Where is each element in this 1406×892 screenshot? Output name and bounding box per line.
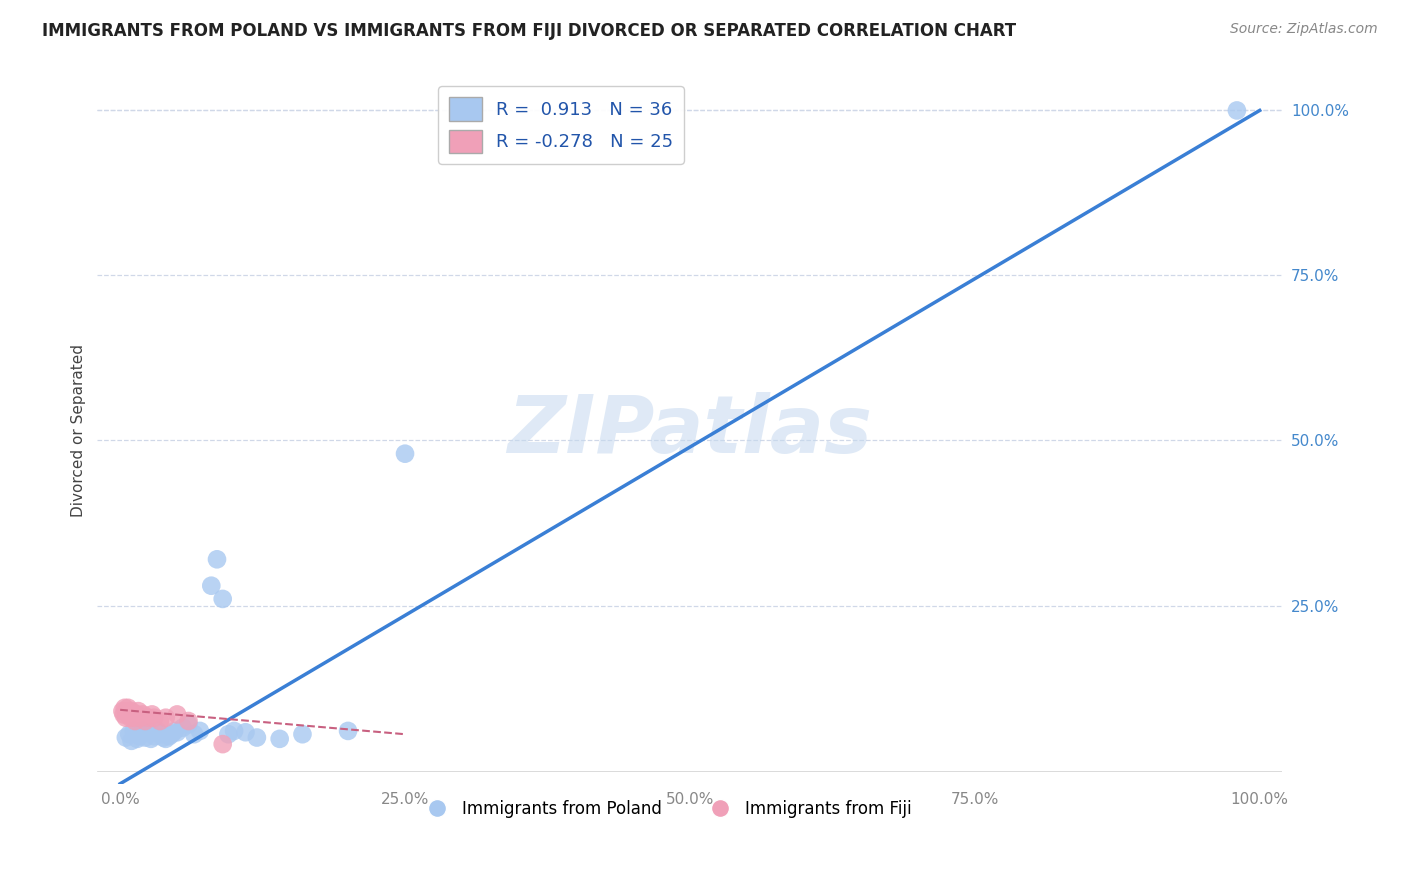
Point bbox=[183, 727, 205, 741]
Point bbox=[394, 447, 416, 461]
Point bbox=[112, 707, 135, 722]
Point bbox=[141, 707, 163, 722]
Point bbox=[172, 721, 194, 735]
Point bbox=[291, 727, 314, 741]
Point bbox=[163, 723, 186, 738]
Point bbox=[155, 731, 177, 746]
Point bbox=[146, 723, 169, 738]
Point bbox=[122, 723, 145, 738]
Point bbox=[128, 729, 150, 743]
Point bbox=[143, 729, 166, 743]
Point bbox=[157, 729, 180, 743]
Point bbox=[337, 723, 360, 738]
Point bbox=[211, 737, 233, 751]
Point bbox=[246, 731, 269, 745]
Point bbox=[122, 711, 145, 725]
Point bbox=[166, 707, 188, 722]
Point bbox=[115, 704, 138, 718]
Point bbox=[269, 731, 291, 746]
Point bbox=[149, 714, 172, 728]
Point bbox=[205, 552, 228, 566]
Point bbox=[177, 714, 200, 728]
Point bbox=[132, 707, 155, 722]
Point bbox=[117, 701, 139, 715]
Text: ZIPatlas: ZIPatlas bbox=[508, 392, 872, 469]
Point bbox=[138, 725, 160, 739]
Point bbox=[166, 725, 188, 739]
Point bbox=[160, 727, 183, 741]
Point bbox=[211, 591, 233, 606]
Y-axis label: Divorced or Separated: Divorced or Separated bbox=[72, 344, 86, 517]
Text: Source: ZipAtlas.com: Source: ZipAtlas.com bbox=[1230, 22, 1378, 37]
Point bbox=[127, 707, 149, 722]
Point bbox=[222, 723, 245, 738]
Point bbox=[138, 711, 160, 725]
Point bbox=[127, 731, 149, 746]
Point bbox=[200, 579, 222, 593]
Point bbox=[134, 731, 156, 745]
Point bbox=[121, 704, 143, 718]
Text: IMMIGRANTS FROM POLAND VS IMMIGRANTS FROM FIJI DIVORCED OR SEPARATED CORRELATION: IMMIGRANTS FROM POLAND VS IMMIGRANTS FRO… bbox=[42, 22, 1017, 40]
Point bbox=[1226, 103, 1249, 118]
Point bbox=[124, 714, 146, 728]
Point bbox=[143, 711, 166, 725]
Point bbox=[235, 725, 257, 739]
Point bbox=[129, 727, 152, 741]
Point bbox=[139, 731, 162, 746]
Legend: Immigrants from Poland, Immigrants from Fiji: Immigrants from Poland, Immigrants from … bbox=[413, 794, 918, 825]
Point bbox=[118, 727, 141, 741]
Point bbox=[129, 711, 152, 725]
Point bbox=[111, 704, 134, 718]
Point bbox=[177, 717, 200, 731]
Point bbox=[149, 727, 172, 741]
Point bbox=[121, 734, 143, 748]
Point bbox=[132, 723, 155, 738]
Point bbox=[188, 723, 211, 738]
Point bbox=[114, 701, 136, 715]
Point bbox=[120, 711, 142, 725]
Point bbox=[127, 704, 149, 718]
Point bbox=[118, 707, 141, 722]
Point bbox=[121, 707, 143, 722]
Point bbox=[115, 711, 138, 725]
Point bbox=[134, 714, 156, 728]
Point bbox=[217, 727, 239, 741]
Point bbox=[115, 731, 138, 745]
Point bbox=[155, 711, 177, 725]
Point bbox=[152, 731, 174, 745]
